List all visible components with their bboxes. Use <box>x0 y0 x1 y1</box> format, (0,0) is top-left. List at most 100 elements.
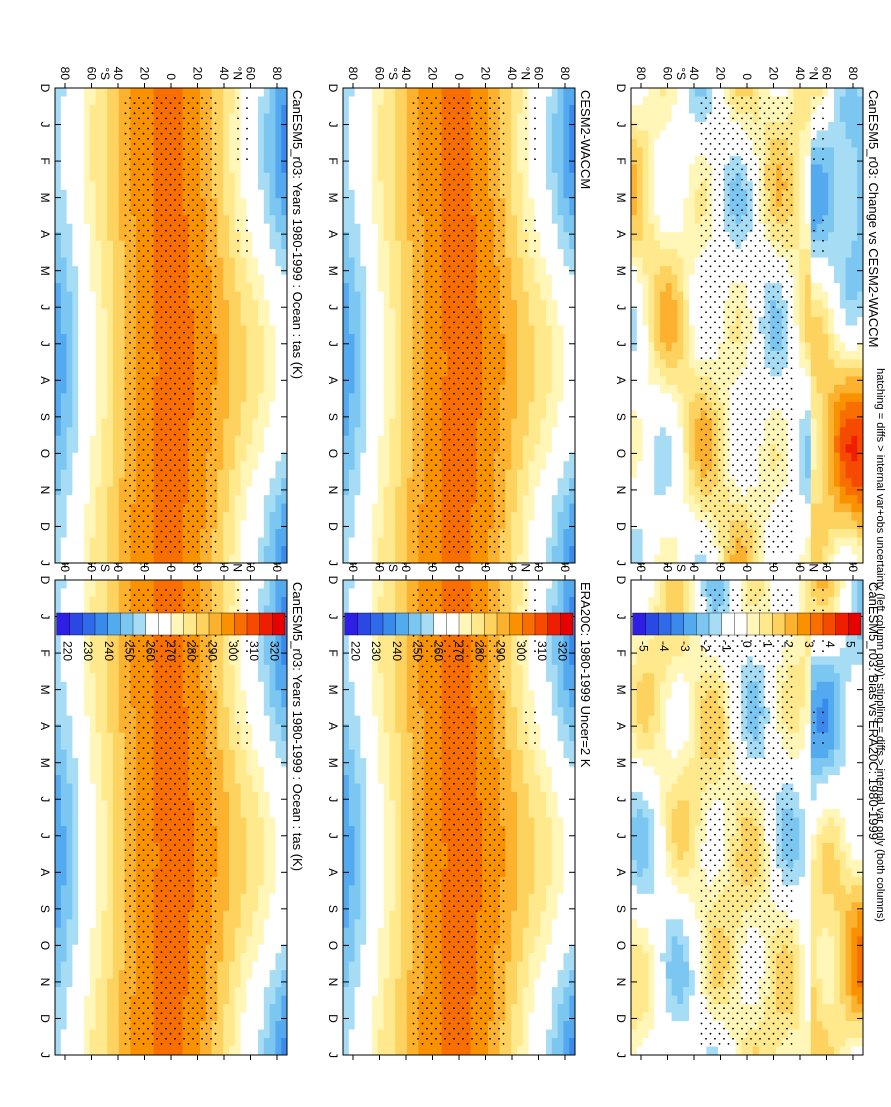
heat-cell <box>78 690 84 699</box>
heat-cell <box>78 1021 84 1030</box>
heat-cell <box>142 733 148 742</box>
heat-cell <box>275 249 281 258</box>
heat-cell <box>130 283 136 292</box>
heat-cell <box>217 376 223 385</box>
heat-cell <box>136 979 142 988</box>
heat-cell <box>89 690 95 699</box>
heat-cell <box>205 750 211 759</box>
heat-cell <box>275 300 281 309</box>
heat-cell <box>130 300 136 309</box>
heat-cell <box>153 885 159 894</box>
heat-cell <box>258 275 264 284</box>
heat-cell <box>159 393 165 402</box>
stipple-dot <box>206 594 208 596</box>
heat-cell <box>194 1047 200 1056</box>
heat-cell <box>107 792 113 801</box>
heat-cell <box>153 130 159 139</box>
heat-cell <box>269 342 275 351</box>
heat-cell <box>246 733 252 742</box>
stipple-dot <box>152 819 154 821</box>
stipple-dot <box>143 921 145 923</box>
heat-cell <box>176 724 182 733</box>
heat-cell <box>118 860 124 869</box>
heat-cell <box>124 342 130 351</box>
heat-cell <box>281 987 287 996</box>
heat-cell <box>130 326 136 335</box>
heat-cell <box>107 597 113 606</box>
heat-cell <box>84 1021 90 1030</box>
heat-cell <box>84 402 90 411</box>
heat-cell <box>217 427 223 436</box>
heat-cell <box>118 665 124 674</box>
heat-cell <box>194 733 200 742</box>
heat-cell <box>258 334 264 343</box>
heat-cell <box>89 953 95 962</box>
heat-cell <box>246 351 252 360</box>
stipple-dot <box>165 752 167 754</box>
heat-cell <box>72 164 78 173</box>
heat-cell <box>153 818 159 827</box>
heat-cell <box>153 283 159 292</box>
heat-cell <box>194 758 200 767</box>
heat-cell <box>72 88 78 97</box>
heat-cell <box>95 376 101 385</box>
stipple-dot <box>152 635 154 637</box>
heat-cell <box>142 665 148 674</box>
stipple-dot <box>201 691 203 693</box>
heat-cell <box>84 750 90 759</box>
heat-cell <box>182 724 188 733</box>
stipple-dot <box>138 701 140 703</box>
heat-cell <box>84 1038 90 1047</box>
stipple-dot <box>147 834 149 836</box>
stipple-dot <box>206 819 208 821</box>
heat-cell <box>176 1047 182 1056</box>
heat-cell <box>229 775 235 784</box>
stipple-dot <box>215 849 217 851</box>
heat-cell <box>118 173 124 182</box>
stipple-dot <box>197 788 199 790</box>
stipple-dot <box>138 895 140 897</box>
heat-cell <box>200 385 206 394</box>
heat-cell <box>113 911 119 920</box>
heat-cell <box>252 809 258 818</box>
heat-cell <box>84 207 90 216</box>
heat-cell <box>78 317 84 326</box>
heat-cell <box>118 801 124 810</box>
heat-cell <box>66 987 72 996</box>
heat-cell <box>188 181 194 190</box>
stipple-dot <box>138 783 140 785</box>
heat-cell <box>107 224 113 233</box>
heat-cell <box>263 996 269 1005</box>
stipple-dot <box>210 701 212 703</box>
stipple-dot <box>147 956 149 958</box>
heat-cell <box>275 436 281 445</box>
heat-cell <box>223 368 229 377</box>
heat-cell <box>217 665 223 674</box>
heat-cell <box>211 775 217 784</box>
heat-cell <box>66 580 72 589</box>
heat-cell <box>211 215 217 224</box>
stipple-dot <box>125 931 127 933</box>
stipple-dot <box>192 773 194 775</box>
heat-cell <box>182 979 188 988</box>
heat-cell <box>252 1030 258 1039</box>
heat-cell <box>252 665 258 674</box>
heat-cell <box>107 88 113 97</box>
heat-cell <box>118 953 124 962</box>
heat-cell <box>258 96 264 105</box>
heat-cell <box>66 326 72 335</box>
heat-cell <box>252 885 258 894</box>
stipple-dot <box>125 778 127 780</box>
heat-cell <box>240 359 246 368</box>
heat-cell <box>78 580 84 589</box>
heat-cell <box>258 580 264 589</box>
stipple-dot <box>170 1043 172 1045</box>
stipple-dot <box>188 717 190 719</box>
heat-cell <box>234 351 240 360</box>
heat-cell <box>171 682 177 691</box>
heat-cell <box>281 309 287 318</box>
heat-cell <box>281 164 287 173</box>
heat-cell <box>217 750 223 759</box>
stipple-dot <box>129 854 131 856</box>
heat-cell <box>229 334 235 343</box>
